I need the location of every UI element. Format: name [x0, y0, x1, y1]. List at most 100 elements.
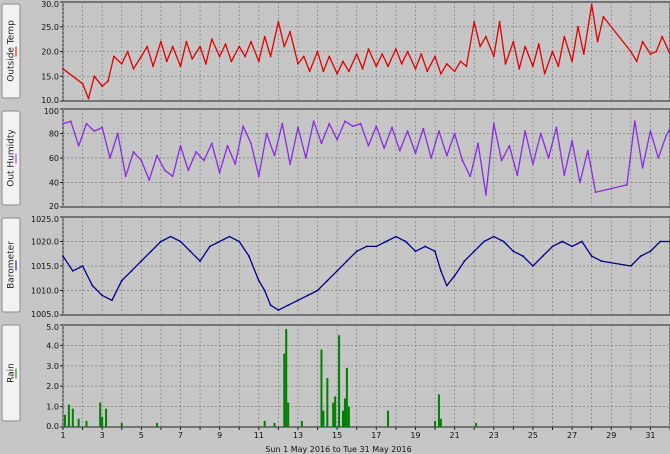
x-tick-label: 3 [100, 431, 105, 440]
temp-point [81, 82, 84, 85]
y-tick-label: 60 [49, 154, 59, 163]
rain-bar [155, 422, 158, 427]
humidity-point [555, 126, 558, 129]
temp-point [269, 55, 272, 58]
y-tick-label: 1020.0 [31, 238, 59, 247]
panel-tab[interactable] [1, 217, 21, 313]
y-tick-label: 25.0 [41, 23, 59, 32]
y-tick-label: 1025.0 [31, 215, 59, 224]
humidity-point [532, 163, 534, 166]
temp-point [308, 70, 311, 73]
pressure-point [453, 274, 456, 277]
pressure-point [257, 279, 260, 282]
temp-point [596, 40, 599, 43]
pressure-point [91, 284, 94, 287]
temp-point [641, 40, 644, 43]
temp-point [302, 55, 305, 58]
pressure-point [130, 270, 133, 272]
humidity-point [328, 122, 331, 125]
rain-bar [334, 396, 337, 427]
temp-point [336, 72, 339, 75]
humidity-point [124, 175, 127, 178]
x-tick-label: 25 [528, 431, 538, 440]
panel-tab[interactable] [1, 110, 21, 206]
temp-point [355, 53, 358, 55]
humidity-point [445, 154, 448, 157]
temp-point [440, 72, 442, 75]
temp-point [445, 62, 448, 65]
rain-bar [77, 418, 80, 427]
temp-point [316, 50, 319, 53]
x-tick-label: 27 [567, 431, 577, 440]
humidity-point [649, 130, 652, 132]
temp-point [179, 65, 182, 68]
rain-bar [342, 410, 345, 427]
y-tick-label: 2.0 [46, 382, 59, 391]
pressure-point [561, 240, 564, 243]
rain-bar [120, 422, 123, 427]
rain-bar [287, 402, 290, 427]
rain-bar [99, 402, 102, 427]
humidity-point [539, 132, 542, 135]
y-tick-label: 20 [49, 202, 59, 211]
pressure-point [440, 270, 442, 272]
pressure-point [160, 240, 162, 243]
humidity-point [320, 142, 323, 145]
humidity-point [218, 171, 221, 174]
temp-point [465, 65, 468, 68]
temp-point [661, 35, 664, 38]
pressure-point [238, 240, 241, 243]
rain-bar [322, 410, 325, 427]
temp-point [387, 65, 389, 68]
humidity-point [140, 159, 143, 162]
humidity-point [93, 130, 96, 132]
humidity-point [633, 120, 636, 123]
rain-bar [320, 349, 323, 427]
panel-tab[interactable] [1, 324, 21, 422]
humidity-point [579, 181, 581, 184]
pressure-point [532, 265, 534, 267]
pressure-point [502, 240, 505, 243]
humidity-point [132, 150, 135, 153]
humidity-point [210, 142, 213, 145]
pressure-point [541, 255, 544, 258]
temp-point [655, 50, 658, 53]
temp-point [224, 43, 227, 45]
pressure-point [659, 240, 662, 243]
temp-point [62, 67, 64, 70]
pressure-point [277, 309, 280, 311]
pressure-point [263, 289, 266, 292]
rain-bar [71, 408, 74, 427]
series-line-1 [62, 3, 670, 100]
rain-bar [345, 367, 348, 427]
humidity-point [257, 175, 260, 178]
rain-bar [332, 402, 335, 427]
panel-tab-label: Out Humidty [7, 129, 17, 187]
temp-point [479, 45, 481, 48]
temp-point [342, 60, 344, 63]
humidity-point [148, 179, 151, 181]
humidity-point [171, 175, 174, 178]
temp-point [602, 15, 605, 18]
panel-tab[interactable] [1, 3, 21, 99]
pressure-point [346, 260, 348, 262]
humidity-point [594, 191, 597, 194]
humidity-point [430, 157, 433, 159]
humidity-point [273, 154, 276, 157]
temp-point [563, 35, 566, 38]
x-tick-label: 21 [450, 431, 460, 440]
x-tick-label: 5 [139, 431, 144, 440]
temp-point [160, 40, 162, 43]
pressure-point [512, 250, 515, 253]
pressure-point [199, 260, 201, 262]
temp-point [473, 20, 476, 23]
temp-point [532, 65, 534, 68]
pressure-point [463, 260, 466, 262]
humidity-point [281, 122, 284, 125]
temp-point [263, 35, 266, 38]
temp-point [283, 45, 286, 48]
pressure-point [385, 240, 387, 243]
temp-point [101, 85, 104, 88]
pressure-point [571, 245, 573, 248]
pressure-point [111, 299, 113, 302]
